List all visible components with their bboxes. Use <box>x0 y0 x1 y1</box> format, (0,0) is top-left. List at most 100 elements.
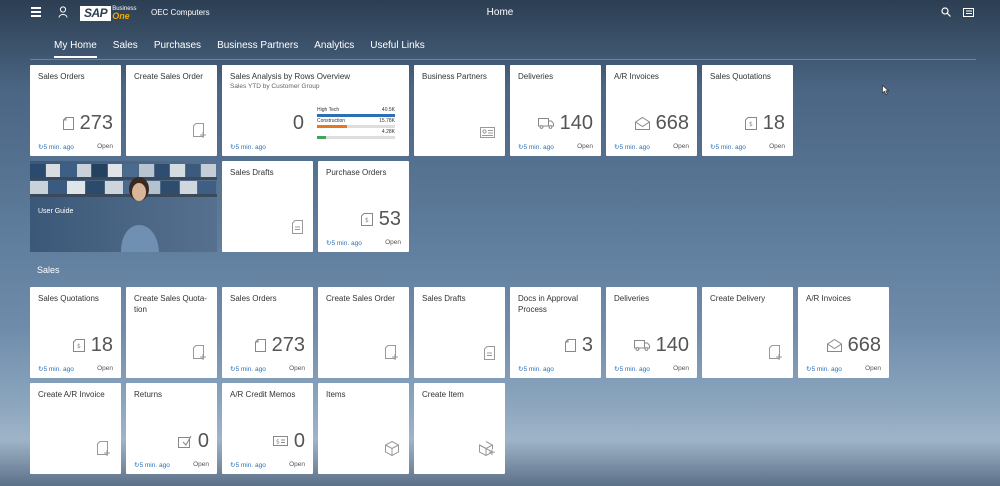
tab-useful-links[interactable]: Useful Links <box>370 40 425 51</box>
tile-count: $ 0 <box>272 430 305 453</box>
section-title-sales: Sales <box>37 265 60 275</box>
tile-create-ar-invoice[interactable]: Create A/R Invoice <box>30 383 121 474</box>
tile-create-item[interactable]: Create Item <box>414 383 505 474</box>
logo-business-text: Business <box>112 6 137 12</box>
tile-deliveries[interactable]: Deliveries 140 ↻5 min. ago Open <box>510 65 601 156</box>
refresh-time: ↻5 min. ago <box>806 366 842 373</box>
tile-title: Sales Drafts <box>230 168 274 177</box>
document-add-icon <box>193 345 206 360</box>
tab-my-home[interactable]: My Home <box>54 40 97 58</box>
tile-footer: ↻5 min. ago Open <box>614 365 689 373</box>
tile-count: 668 <box>826 334 881 357</box>
logo-one-text: One <box>112 11 130 21</box>
refresh-time: ↻5 min. ago <box>518 366 554 373</box>
tab-business-partners[interactable]: Business Partners <box>217 40 299 51</box>
mini-bar-row: High Tech 40.5K <box>317 107 395 117</box>
tile-title: Create Sales Order <box>134 72 203 81</box>
tile-create-sales-order[interactable]: Create Sales Order <box>318 287 409 378</box>
refresh-time: ↻5 min. ago <box>518 144 554 151</box>
document-icon <box>254 339 266 352</box>
tile-sales-analysis[interactable]: Sales Analysis by Rows Overview Sales YT… <box>222 65 409 156</box>
tile-sales-quotations[interactable]: Sales Quotations $ 18 ↻5 min. ago Open <box>702 65 793 156</box>
mini-bar-row: Construction 15.78K <box>317 118 395 128</box>
mini-bar-chart: High Tech 40.5K Construction 15.78K 4.28… <box>317 107 395 140</box>
tile-title: User Guide <box>38 208 74 215</box>
tile-title: A/R Invoices <box>806 294 851 303</box>
tile-purchase-orders[interactable]: Purchase Orders $ 53 ↻5 min. ago Open <box>318 161 409 252</box>
tile-create-sales-quotation[interactable]: Create Sales Quota- tion <box>126 287 217 378</box>
open-label: Open <box>577 143 593 150</box>
open-label: Open <box>385 239 401 246</box>
tile-subtitle: Sales YTD by Customer Group <box>230 83 320 90</box>
tab-analytics[interactable]: Analytics <box>314 40 355 51</box>
tile-title: Business Partners <box>422 72 487 81</box>
tile-deliveries[interactable]: Deliveries 140 ↻5 min. ago Open <box>606 287 697 378</box>
tab-divider <box>30 59 976 60</box>
bar-value: 40.5K <box>381 107 395 113</box>
menu-icon[interactable] <box>31 7 41 17</box>
refresh-time: ↻5 min. ago <box>230 366 266 373</box>
tile-sales-drafts[interactable]: Sales Drafts <box>222 161 313 252</box>
tile-footer: ↻5 min. ago Open <box>518 143 593 151</box>
refresh-time: ↻5 min. ago <box>38 144 74 151</box>
open-label: Open <box>865 365 881 372</box>
bar-fill <box>317 114 395 117</box>
tile-items[interactable]: Items <box>318 383 409 474</box>
tile-title: A/R Credit Memos <box>230 390 296 399</box>
tile-count: 0 <box>177 430 209 453</box>
tile-sales-orders[interactable]: Sales Orders 273 ↻5 min. ago Open <box>30 65 121 156</box>
open-label: Open <box>97 365 113 372</box>
tile-sales-drafts[interactable]: Sales Drafts <box>414 287 505 378</box>
tile-title: Sales Drafts <box>422 294 466 303</box>
tile-count: 668 <box>634 112 689 135</box>
user-icon[interactable] <box>58 6 68 18</box>
tile-footer: ↻5 min. ago Open <box>38 143 113 151</box>
bookshelf-image <box>30 164 217 177</box>
tile-footer: ↻5 min. ago Open <box>230 461 305 469</box>
search-icon[interactable] <box>941 7 951 17</box>
tile-sales-orders[interactable]: Sales Orders 273 ↻5 min. ago Open <box>222 287 313 378</box>
mini-bar-row: 4.28K <box>317 129 395 139</box>
cube-add-icon <box>479 441 495 456</box>
shell-bar: SAP Business One OEC Computers Home <box>0 0 1000 26</box>
tile-user-guide[interactable]: User Guide <box>30 161 217 252</box>
tile-title: Sales Analysis by Rows Overview <box>230 72 351 81</box>
open-label: Open <box>97 143 113 150</box>
notifications-icon[interactable] <box>963 8 974 17</box>
tile-docs-in-approval[interactable]: Docs in Approval Process 3 ↻5 min. ago <box>510 287 601 378</box>
bar-label: Construction <box>317 118 346 124</box>
tab-sales[interactable]: Sales <box>112 40 138 51</box>
tile-title: Deliveries <box>518 72 554 81</box>
tile-title: Returns <box>134 390 163 399</box>
tile-count: 140 <box>537 112 593 135</box>
sap-business-one-logo[interactable]: SAP Business One <box>80 5 137 21</box>
open-label: Open <box>193 461 209 468</box>
tile-ar-invoices[interactable]: A/R Invoices 668 ↻5 min. ago Open <box>606 65 697 156</box>
tile-ar-invoices[interactable]: A/R Invoices 668 ↻5 min. ago Open <box>798 287 889 378</box>
tile-title: Sales Orders <box>38 72 85 81</box>
document-add-icon <box>97 441 110 456</box>
tile-business-partners[interactable]: Business Partners <box>414 65 505 156</box>
tile-ar-credit-memos[interactable]: A/R Credit Memos $ 0 ↻5 min. ago Open <box>222 383 313 474</box>
tile-title: Sales Quotations <box>38 294 99 303</box>
tile-returns[interactable]: Returns 0 ↻5 min. ago Open <box>126 383 217 474</box>
refresh-time: ↻5 min. ago <box>326 240 362 247</box>
svg-text:$: $ <box>365 217 369 224</box>
tile-title: A/R Invoices <box>614 72 659 81</box>
tile-footer: ↻5 min. ago <box>230 143 401 151</box>
tile-count: $ 53 <box>360 208 401 231</box>
return-icon <box>177 435 192 448</box>
tile-create-delivery[interactable]: Create Delivery <box>702 287 793 378</box>
company-name: OEC Computers <box>151 8 210 17</box>
tab-purchases[interactable]: Purchases <box>153 40 202 51</box>
bar-fill <box>317 125 348 128</box>
bar-fill <box>317 136 326 139</box>
tile-footer: ↻5 min. ago Open <box>806 365 881 373</box>
tile-create-sales-order[interactable]: Create Sales Order <box>126 65 217 156</box>
tile-title: Create Delivery <box>710 294 766 303</box>
tile-sales-quotations[interactable]: Sales Quotations $ 18 ↻5 min. ago Open <box>30 287 121 378</box>
open-label: Open <box>769 143 785 150</box>
tile-footer: ↻5 min. ago Open <box>134 461 209 469</box>
tile-footer: ↻5 min. ago Open <box>710 143 785 151</box>
quotation-icon: $ <box>360 213 373 226</box>
